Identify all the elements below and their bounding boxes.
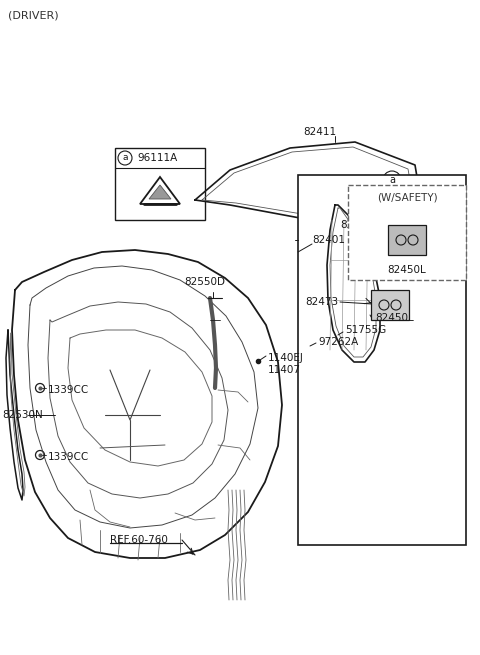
Text: 1339CC: 1339CC xyxy=(48,385,89,395)
Text: (DRIVER): (DRIVER) xyxy=(8,11,59,21)
FancyBboxPatch shape xyxy=(371,290,409,320)
Text: (W/SAFETY): (W/SAFETY) xyxy=(377,192,437,202)
Text: 11407: 11407 xyxy=(268,365,301,375)
Text: 82450L: 82450L xyxy=(388,265,426,275)
Text: 1339CC: 1339CC xyxy=(48,452,89,462)
Polygon shape xyxy=(149,185,171,199)
Text: 51755G: 51755G xyxy=(345,325,386,335)
FancyBboxPatch shape xyxy=(388,225,426,255)
FancyBboxPatch shape xyxy=(348,185,466,280)
Text: a: a xyxy=(389,175,395,185)
Text: 1140EJ: 1140EJ xyxy=(268,353,304,363)
Text: 82450L: 82450L xyxy=(375,313,414,323)
Text: 82401: 82401 xyxy=(312,235,345,245)
Text: 82550D: 82550D xyxy=(184,277,226,287)
Text: REF.60-760: REF.60-760 xyxy=(110,535,168,545)
Text: 82473: 82473 xyxy=(305,297,338,307)
Text: a: a xyxy=(122,153,128,162)
FancyBboxPatch shape xyxy=(298,175,466,545)
Text: 97262A: 97262A xyxy=(318,337,358,347)
Text: 96111A: 96111A xyxy=(137,153,177,163)
FancyBboxPatch shape xyxy=(115,148,205,220)
Text: 82412B: 82412B xyxy=(340,220,380,230)
Text: 82530N: 82530N xyxy=(2,410,43,420)
Text: 82411: 82411 xyxy=(303,127,336,137)
